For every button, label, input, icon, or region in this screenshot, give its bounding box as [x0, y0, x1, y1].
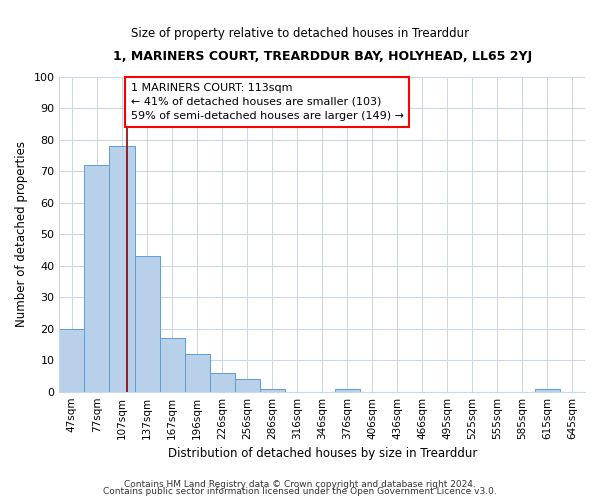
- Title: 1, MARINERS COURT, TREARDDUR BAY, HOLYHEAD, LL65 2YJ: 1, MARINERS COURT, TREARDDUR BAY, HOLYHE…: [113, 50, 532, 63]
- X-axis label: Distribution of detached houses by size in Trearddur: Distribution of detached houses by size …: [167, 447, 477, 460]
- Bar: [109, 146, 134, 392]
- Bar: [260, 388, 284, 392]
- Bar: [85, 165, 109, 392]
- Bar: [134, 256, 160, 392]
- Text: 1 MARINERS COURT: 113sqm
← 41% of detached houses are smaller (103)
59% of semi-: 1 MARINERS COURT: 113sqm ← 41% of detach…: [131, 83, 404, 121]
- Bar: [535, 388, 560, 392]
- Bar: [209, 373, 235, 392]
- Bar: [235, 379, 260, 392]
- Bar: [59, 328, 85, 392]
- Text: Contains HM Land Registry data © Crown copyright and database right 2024.: Contains HM Land Registry data © Crown c…: [124, 480, 476, 489]
- Bar: [160, 338, 185, 392]
- Bar: [185, 354, 209, 392]
- Y-axis label: Number of detached properties: Number of detached properties: [15, 141, 28, 327]
- Bar: [335, 388, 360, 392]
- Text: Size of property relative to detached houses in Trearddur: Size of property relative to detached ho…: [131, 28, 469, 40]
- Text: Contains public sector information licensed under the Open Government Licence v3: Contains public sector information licen…: [103, 488, 497, 496]
